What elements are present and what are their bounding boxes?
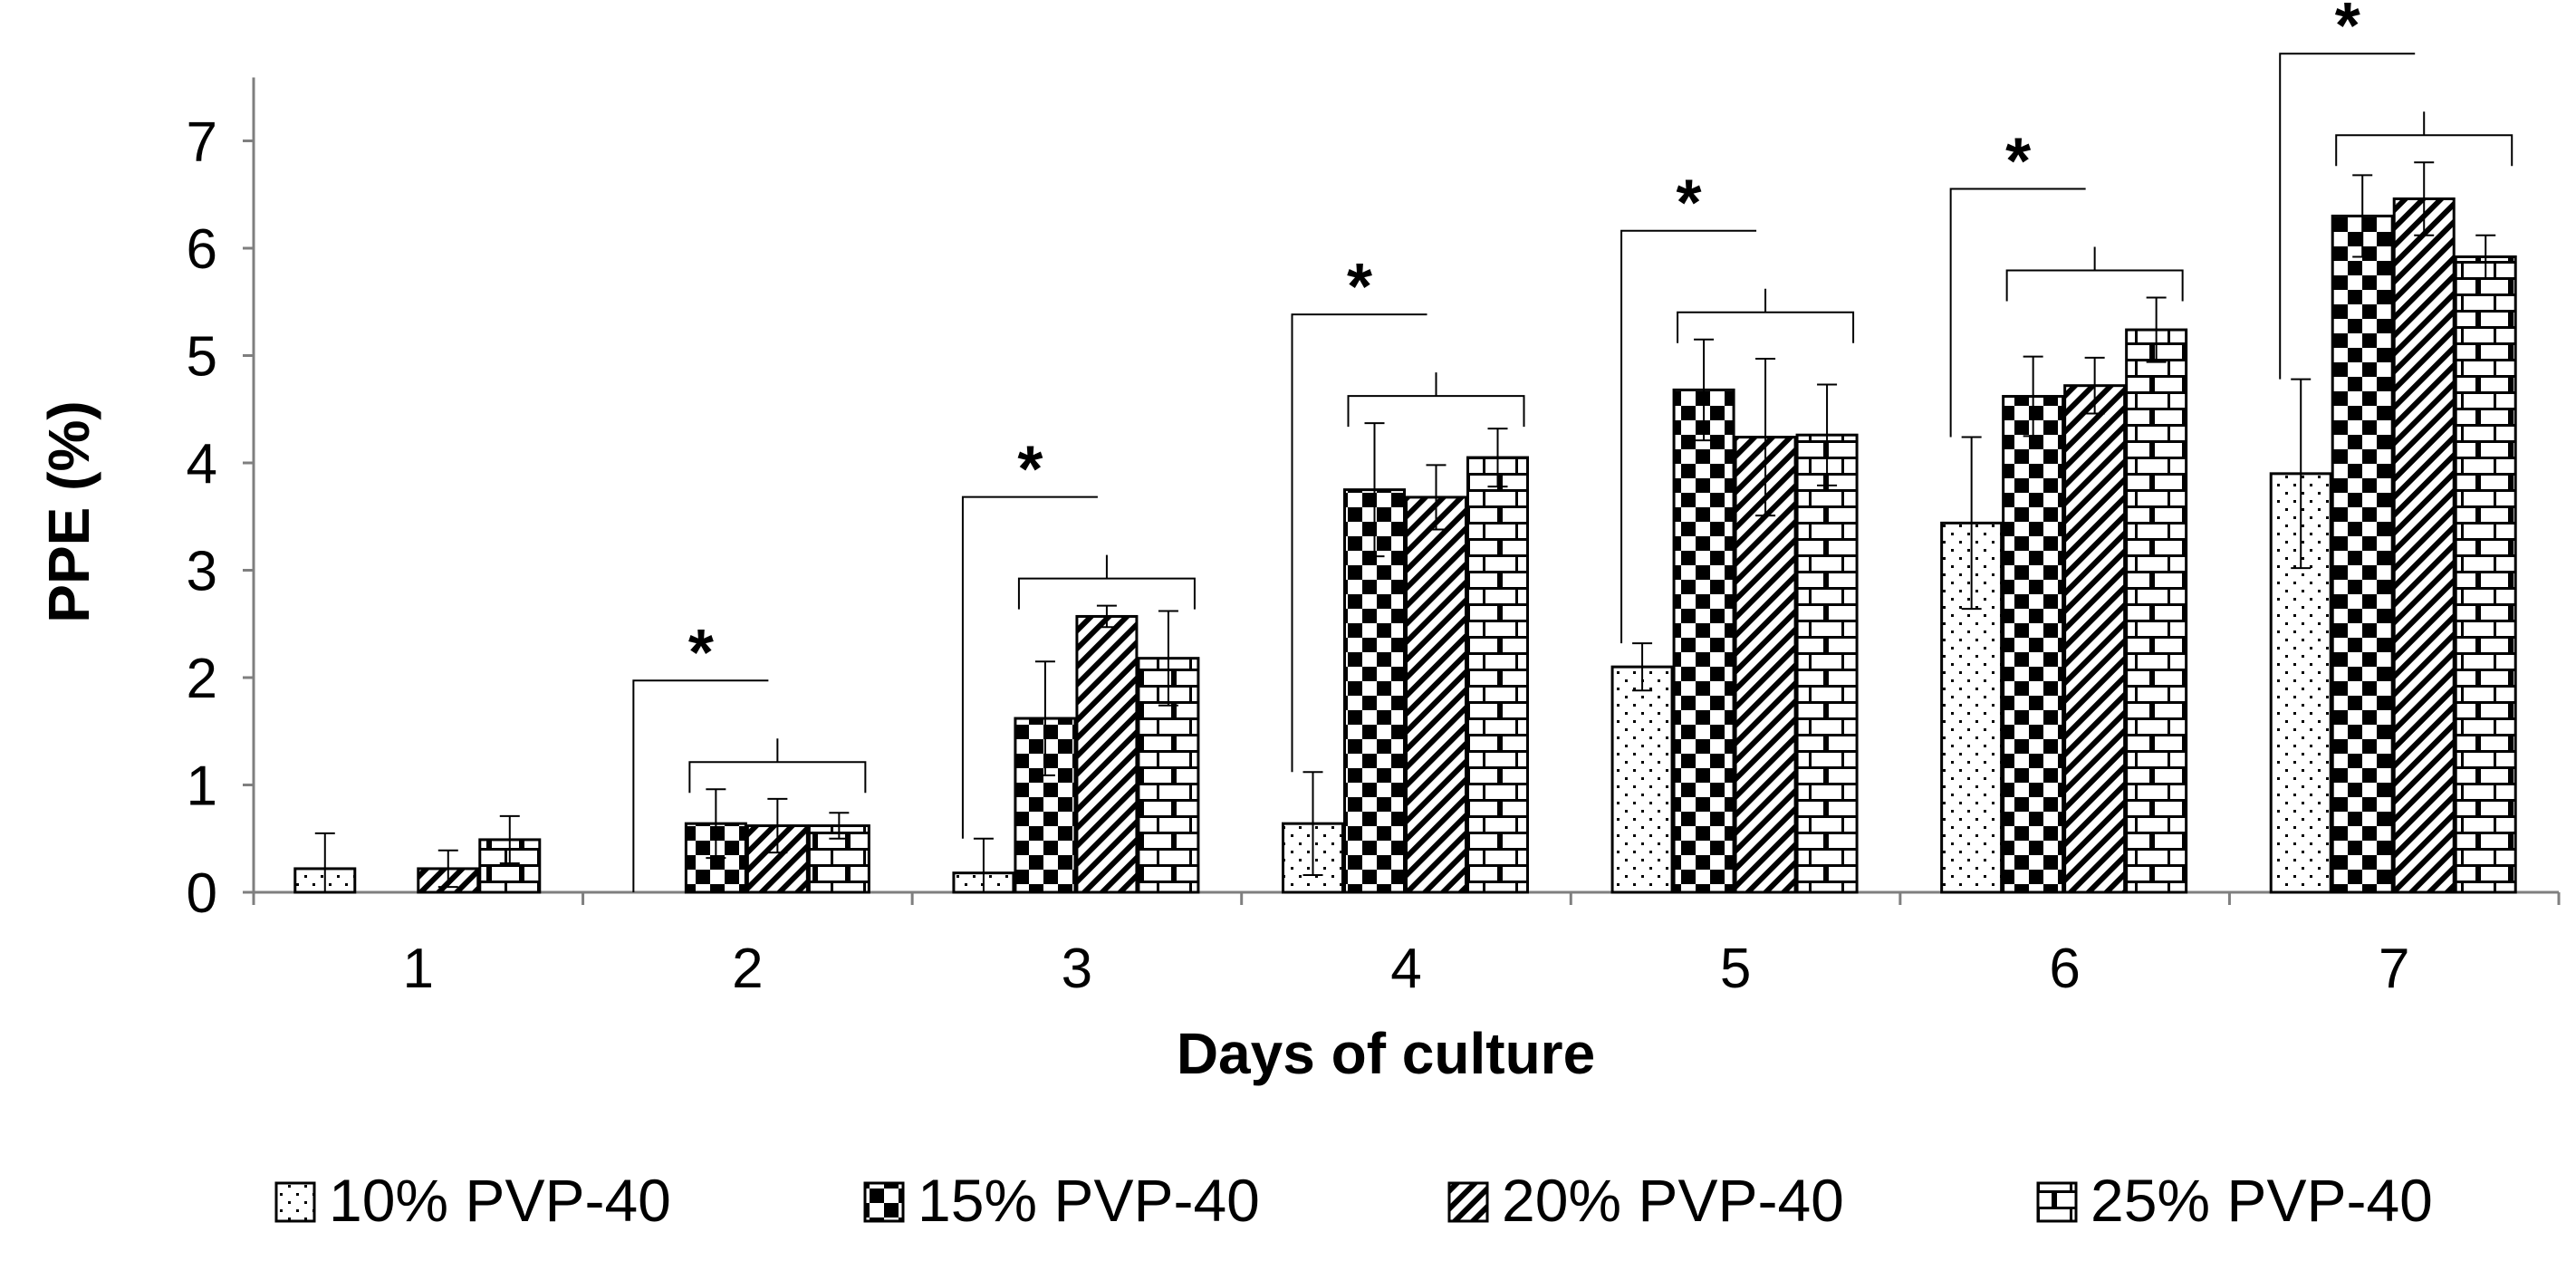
bar xyxy=(1610,665,1674,894)
y-tick-label: 0 xyxy=(187,862,217,925)
significance-bracket xyxy=(2335,111,2514,167)
significance-star: * xyxy=(1677,168,1702,240)
bar xyxy=(2125,328,2188,894)
bar xyxy=(1795,433,1859,894)
significance-bracket xyxy=(1347,372,1525,428)
x-tick-label: 1 xyxy=(403,938,434,1000)
bar xyxy=(1466,456,1529,894)
bar xyxy=(1672,388,1735,894)
significance-star: * xyxy=(2335,0,2360,63)
legend-swatch xyxy=(863,1181,905,1223)
significance-line xyxy=(1949,188,2086,438)
x-axis-title: Days of culture xyxy=(1177,1021,1595,1086)
significance-line xyxy=(961,496,1098,839)
significance-bracket xyxy=(688,738,867,794)
bar xyxy=(2331,214,2394,894)
bar xyxy=(2002,395,2065,894)
x-tick-label: 6 xyxy=(2049,938,2080,1000)
y-tick-label: 4 xyxy=(187,433,217,496)
legend-swatch xyxy=(1447,1181,1489,1223)
legend-label: 25% PVP-40 xyxy=(2091,1167,2433,1234)
legend-label: 20% PVP-40 xyxy=(1502,1167,1844,1234)
significance-line xyxy=(1291,313,1427,773)
x-tick-label: 4 xyxy=(1390,938,1421,1000)
bar xyxy=(2392,197,2456,894)
legend-swatch xyxy=(274,1181,316,1223)
bar xyxy=(1405,496,1467,894)
bar xyxy=(2454,255,2517,894)
legend-label: 15% PVP-40 xyxy=(918,1167,1260,1234)
significance-bracket xyxy=(2005,246,2184,302)
significance-star: * xyxy=(688,617,714,689)
y-tick-label: 6 xyxy=(187,218,217,281)
legend-swatch xyxy=(2036,1181,2078,1223)
significance-bracket xyxy=(1017,554,1196,610)
x-tick-label: 2 xyxy=(732,938,763,1000)
significance-star: * xyxy=(1017,434,1043,506)
y-tick-label: 3 xyxy=(187,541,217,603)
y-tick-label: 2 xyxy=(187,648,217,710)
bar xyxy=(1075,614,1139,894)
x-tick-label: 5 xyxy=(1720,938,1751,1000)
significance-line xyxy=(632,679,769,892)
significance-star: * xyxy=(1347,251,1372,323)
significance-star: * xyxy=(2005,126,2031,198)
legend: 10% PVP-40 15% PVP-40 20% PVP-40 25% PVP-40 xyxy=(274,1167,2433,1234)
significance-line xyxy=(1620,229,1757,644)
significance-line xyxy=(2279,53,2416,380)
x-tick-label: 7 xyxy=(2379,938,2409,1000)
y-tick-label: 1 xyxy=(187,755,217,818)
y-axis-title: PPE (%) xyxy=(36,400,101,622)
y-tick-label: 5 xyxy=(187,326,217,389)
legend-label: 10% PVP-40 xyxy=(329,1167,671,1234)
significance-bracket xyxy=(1677,288,1855,343)
y-tick-label: 7 xyxy=(187,111,217,174)
bar xyxy=(2063,384,2127,894)
x-tick-label: 3 xyxy=(1062,938,1092,1000)
